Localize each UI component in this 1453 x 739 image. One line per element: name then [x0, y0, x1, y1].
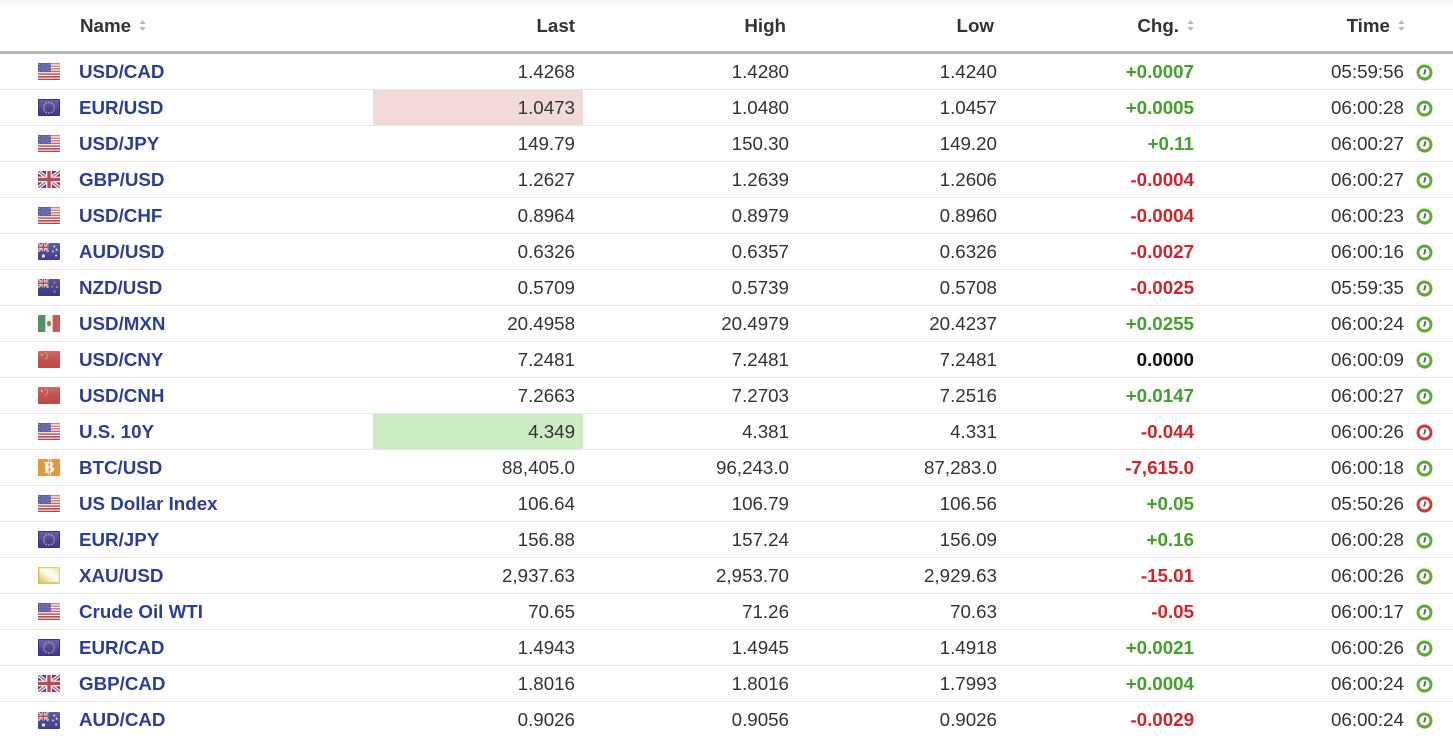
- svg-text:B: B: [44, 460, 55, 476]
